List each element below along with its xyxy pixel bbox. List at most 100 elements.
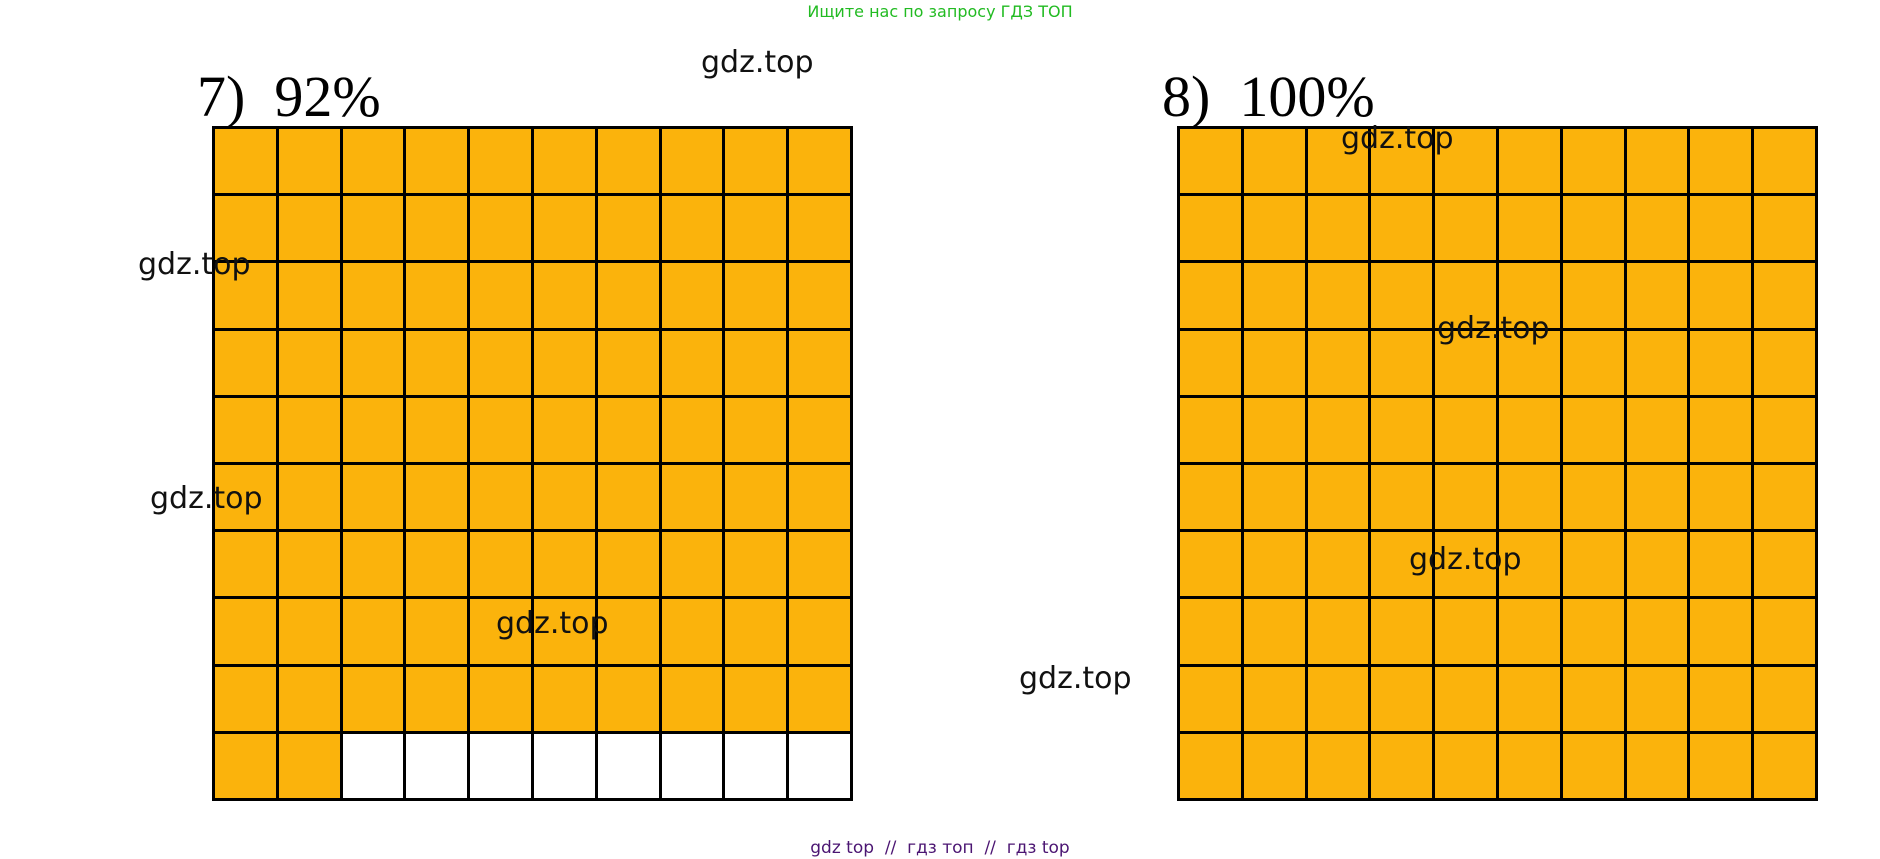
shaded-cell <box>1371 464 1436 533</box>
shaded-cell <box>725 464 790 533</box>
shaded-cell <box>1435 196 1499 264</box>
shaded-cell <box>215 397 279 465</box>
shaded-cell <box>1435 397 1499 465</box>
shaded-cell <box>406 129 471 197</box>
shaded-cell <box>1371 196 1436 264</box>
shaded-cell <box>1626 599 1691 667</box>
shaded-cell <box>278 129 343 197</box>
shaded-cell <box>215 666 279 734</box>
shaded-cell <box>342 532 407 600</box>
shaded-cell <box>1243 196 1308 264</box>
shaded-cell <box>406 397 471 465</box>
shaded-cell <box>1180 464 1244 533</box>
shaded-cell <box>1498 464 1563 533</box>
shaded-cell <box>1690 196 1755 264</box>
shaded-cell <box>1754 263 1818 331</box>
shaded-cell <box>661 464 726 533</box>
shaded-cell <box>1435 330 1499 398</box>
watermark-text: gdz.top <box>496 606 609 641</box>
shaded-cell <box>278 599 343 667</box>
shaded-cell <box>1180 196 1244 264</box>
empty-cell <box>725 733 790 801</box>
empty-cell <box>470 733 534 801</box>
shaded-cell <box>789 263 853 331</box>
shaded-cell <box>1435 666 1499 734</box>
shaded-cell <box>661 330 726 398</box>
shaded-cell <box>470 330 534 398</box>
shaded-cell <box>1690 733 1755 801</box>
empty-cell <box>533 733 598 801</box>
shaded-cell <box>1562 666 1627 734</box>
shaded-cell <box>533 263 598 331</box>
empty-cell <box>342 733 407 801</box>
shaded-cell <box>1562 599 1627 667</box>
shaded-cell <box>1754 733 1818 801</box>
shaded-cell <box>1562 263 1627 331</box>
watermark-text: gdz.top <box>138 247 251 282</box>
shaded-cell <box>597 532 662 600</box>
shaded-cell <box>342 129 407 197</box>
shaded-cell <box>533 666 598 734</box>
shaded-cell <box>661 196 726 264</box>
shaded-cell <box>342 196 407 264</box>
shaded-cell <box>725 196 790 264</box>
top-banner: Ищите нас по запросу ГДЗ ТОП <box>807 2 1073 21</box>
shaded-cell <box>1243 599 1308 667</box>
shaded-cell <box>1180 666 1244 734</box>
watermark-text: gdz.top <box>1437 311 1550 346</box>
shaded-cell <box>406 599 471 667</box>
shaded-cell <box>1435 532 1499 600</box>
shaded-cell <box>1498 532 1563 600</box>
shaded-cell <box>533 196 598 264</box>
watermark-text: gdz.top <box>701 45 814 80</box>
shaded-cell <box>1180 733 1244 801</box>
shaded-cell <box>1371 599 1436 667</box>
shaded-cell <box>278 733 343 801</box>
shaded-cell <box>342 330 407 398</box>
shaded-cell <box>278 263 343 331</box>
shaded-cell <box>1498 599 1563 667</box>
shaded-cell <box>1690 666 1755 734</box>
shaded-cell <box>533 532 598 600</box>
shaded-cell <box>1690 129 1755 197</box>
shaded-cell <box>597 129 662 197</box>
shaded-cell <box>1626 666 1691 734</box>
shaded-cell <box>1498 129 1563 197</box>
shaded-cell <box>789 330 853 398</box>
shaded-cell <box>1243 733 1308 801</box>
shaded-cell <box>215 464 279 533</box>
watermark-text: gdz.top <box>1341 121 1454 156</box>
shaded-cell <box>725 330 790 398</box>
shaded-cell <box>1307 666 1372 734</box>
shaded-cell <box>789 464 853 533</box>
shaded-cell <box>1371 666 1436 734</box>
shaded-cell <box>1180 129 1244 197</box>
shaded-cell <box>278 464 343 533</box>
shaded-cell <box>661 599 726 667</box>
shaded-cell <box>1307 397 1372 465</box>
empty-cell <box>789 733 853 801</box>
shaded-cell <box>1562 532 1627 600</box>
shaded-cell <box>1180 263 1244 331</box>
shaded-cell <box>1690 599 1755 667</box>
shaded-cell <box>470 464 534 533</box>
shaded-cell <box>789 666 853 734</box>
shaded-cell <box>1562 129 1627 197</box>
shaded-cell <box>1307 532 1372 600</box>
shaded-cell <box>1626 532 1691 600</box>
shaded-cell <box>789 599 853 667</box>
shaded-cell <box>470 666 534 734</box>
shaded-cell <box>1754 129 1818 197</box>
shaded-cell <box>470 532 534 600</box>
shaded-cell <box>278 532 343 600</box>
shaded-cell <box>215 330 279 398</box>
shaded-cell <box>278 196 343 264</box>
shaded-cell <box>470 129 534 197</box>
empty-cell <box>406 733 471 801</box>
shaded-cell <box>1690 397 1755 465</box>
shaded-cell <box>1371 263 1436 331</box>
shaded-cell <box>215 263 279 331</box>
shaded-cell <box>725 532 790 600</box>
problem-7-title: 7) 92% <box>197 64 381 129</box>
shaded-cell <box>533 464 598 533</box>
